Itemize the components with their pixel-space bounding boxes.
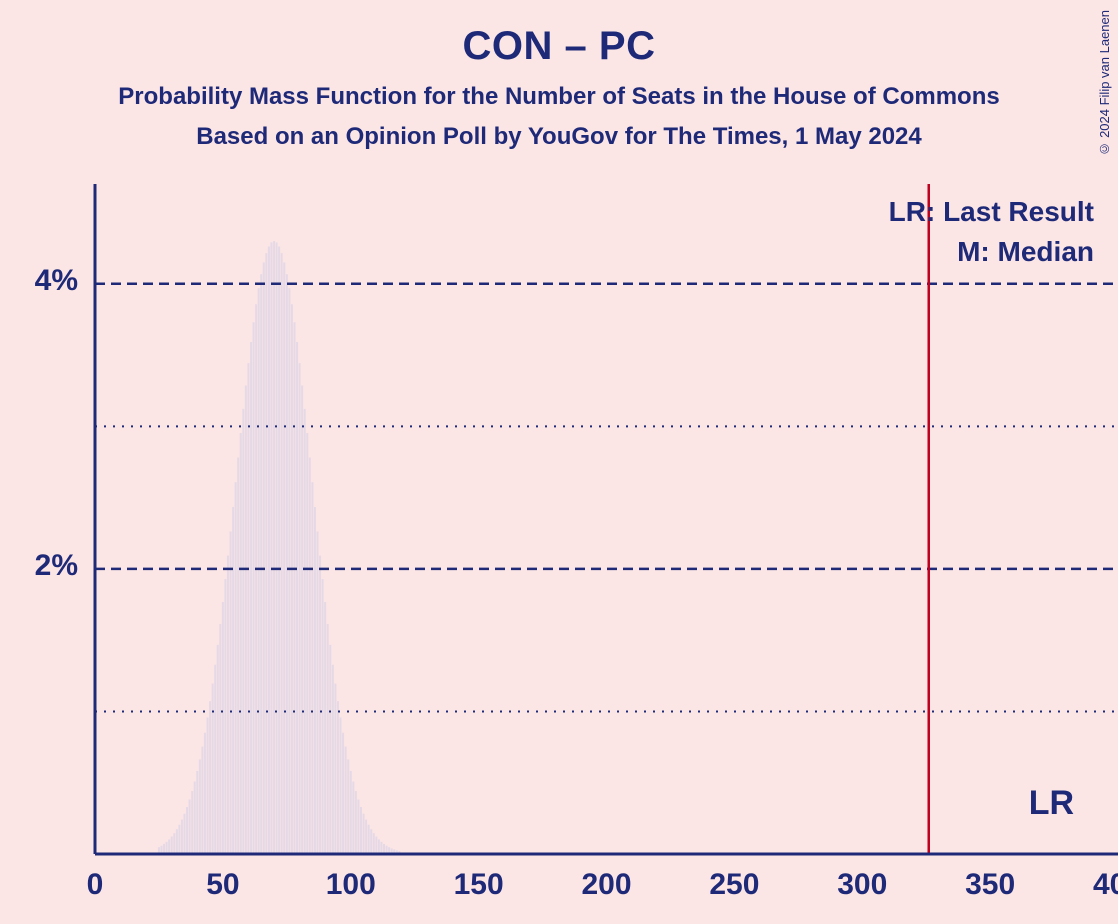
legend-median: M: Median xyxy=(957,236,1094,268)
x-tick-label: 300 xyxy=(837,868,887,902)
legend-last-result: LR: Last Result xyxy=(889,196,1094,228)
y-tick-label: 2% xyxy=(8,549,78,583)
x-tick-label: 350 xyxy=(965,868,1015,902)
pmf-chart xyxy=(0,0,1118,924)
x-tick-label: 200 xyxy=(581,868,631,902)
y-tick-label: 4% xyxy=(8,264,78,298)
x-tick-label: 250 xyxy=(709,868,759,902)
x-tick-label: 50 xyxy=(206,868,239,902)
x-tick-label: 100 xyxy=(326,868,376,902)
x-tick-label: 400 xyxy=(1093,868,1118,902)
lr-marker-label: LR xyxy=(1029,784,1074,823)
x-tick-label: 0 xyxy=(87,868,104,902)
x-tick-label: 150 xyxy=(454,868,504,902)
